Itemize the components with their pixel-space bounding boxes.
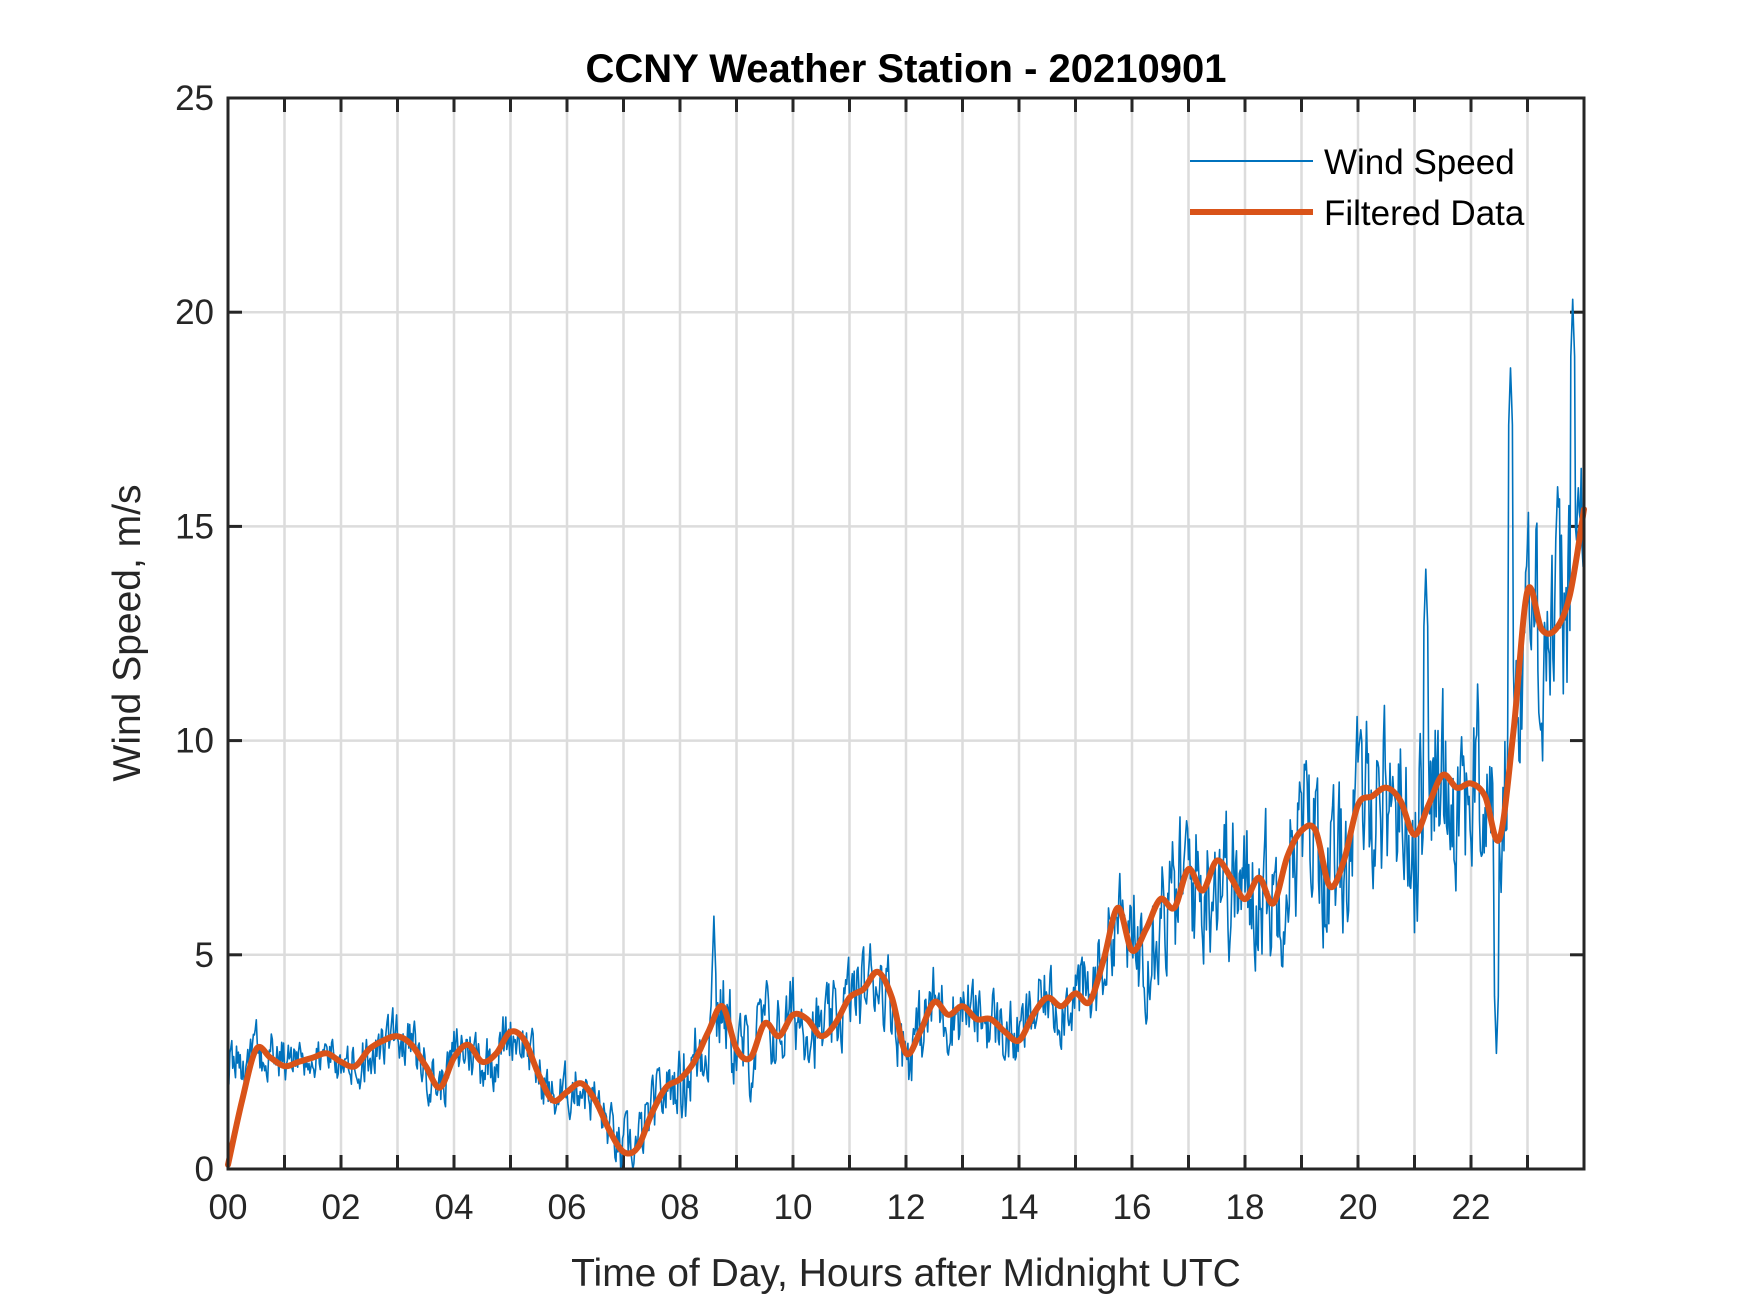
x-tick-label: 10 — [774, 1188, 813, 1227]
y-tick-label: 0 — [195, 1150, 214, 1189]
y-tick-label: 5 — [195, 936, 214, 975]
x-tick-label: 12 — [887, 1188, 926, 1227]
filtered-data-line — [225, 506, 1587, 1168]
y-axis-label: Wind Speed, m/s — [106, 485, 149, 782]
legend-label-filtered-data: Filtered Data — [1324, 194, 1525, 233]
x-tick-label: 02 — [322, 1188, 361, 1227]
legend-label-wind-speed: Wind Speed — [1324, 143, 1515, 182]
y-tick-label: 15 — [175, 507, 214, 546]
axes-box — [226, 96, 1586, 1171]
x-tick-labels: 00 02 04 06 08 10 12 14 16 18 20 22 — [209, 1188, 1491, 1227]
x-tick-label: 20 — [1339, 1188, 1378, 1227]
x-tick-label: 18 — [1226, 1188, 1265, 1227]
y-tick-label: 10 — [175, 722, 214, 761]
axis-ticks — [226, 96, 1584, 1171]
x-tick-label: 08 — [661, 1188, 700, 1227]
y-tick-label: 20 — [175, 293, 214, 332]
x-tick-label: 00 — [209, 1188, 248, 1227]
x-tick-label: 14 — [1000, 1188, 1039, 1227]
y-tick-labels: 0 5 10 15 20 25 — [175, 79, 214, 1189]
legend: Wind Speed Filtered Data — [1190, 143, 1525, 233]
data-series — [225, 298, 1587, 1170]
x-tick-label: 16 — [1113, 1188, 1152, 1227]
x-axis-label: Time of Day, Hours after Midnight UTC — [571, 1252, 1241, 1295]
x-tick-label: 06 — [548, 1188, 587, 1227]
chart-title: CCNY Weather Station - 20210901 — [586, 47, 1227, 91]
x-tick-label: 22 — [1452, 1188, 1491, 1227]
x-tick-label: 04 — [435, 1188, 474, 1227]
grid-lines — [228, 98, 1584, 1169]
y-tick-label: 25 — [175, 79, 214, 118]
